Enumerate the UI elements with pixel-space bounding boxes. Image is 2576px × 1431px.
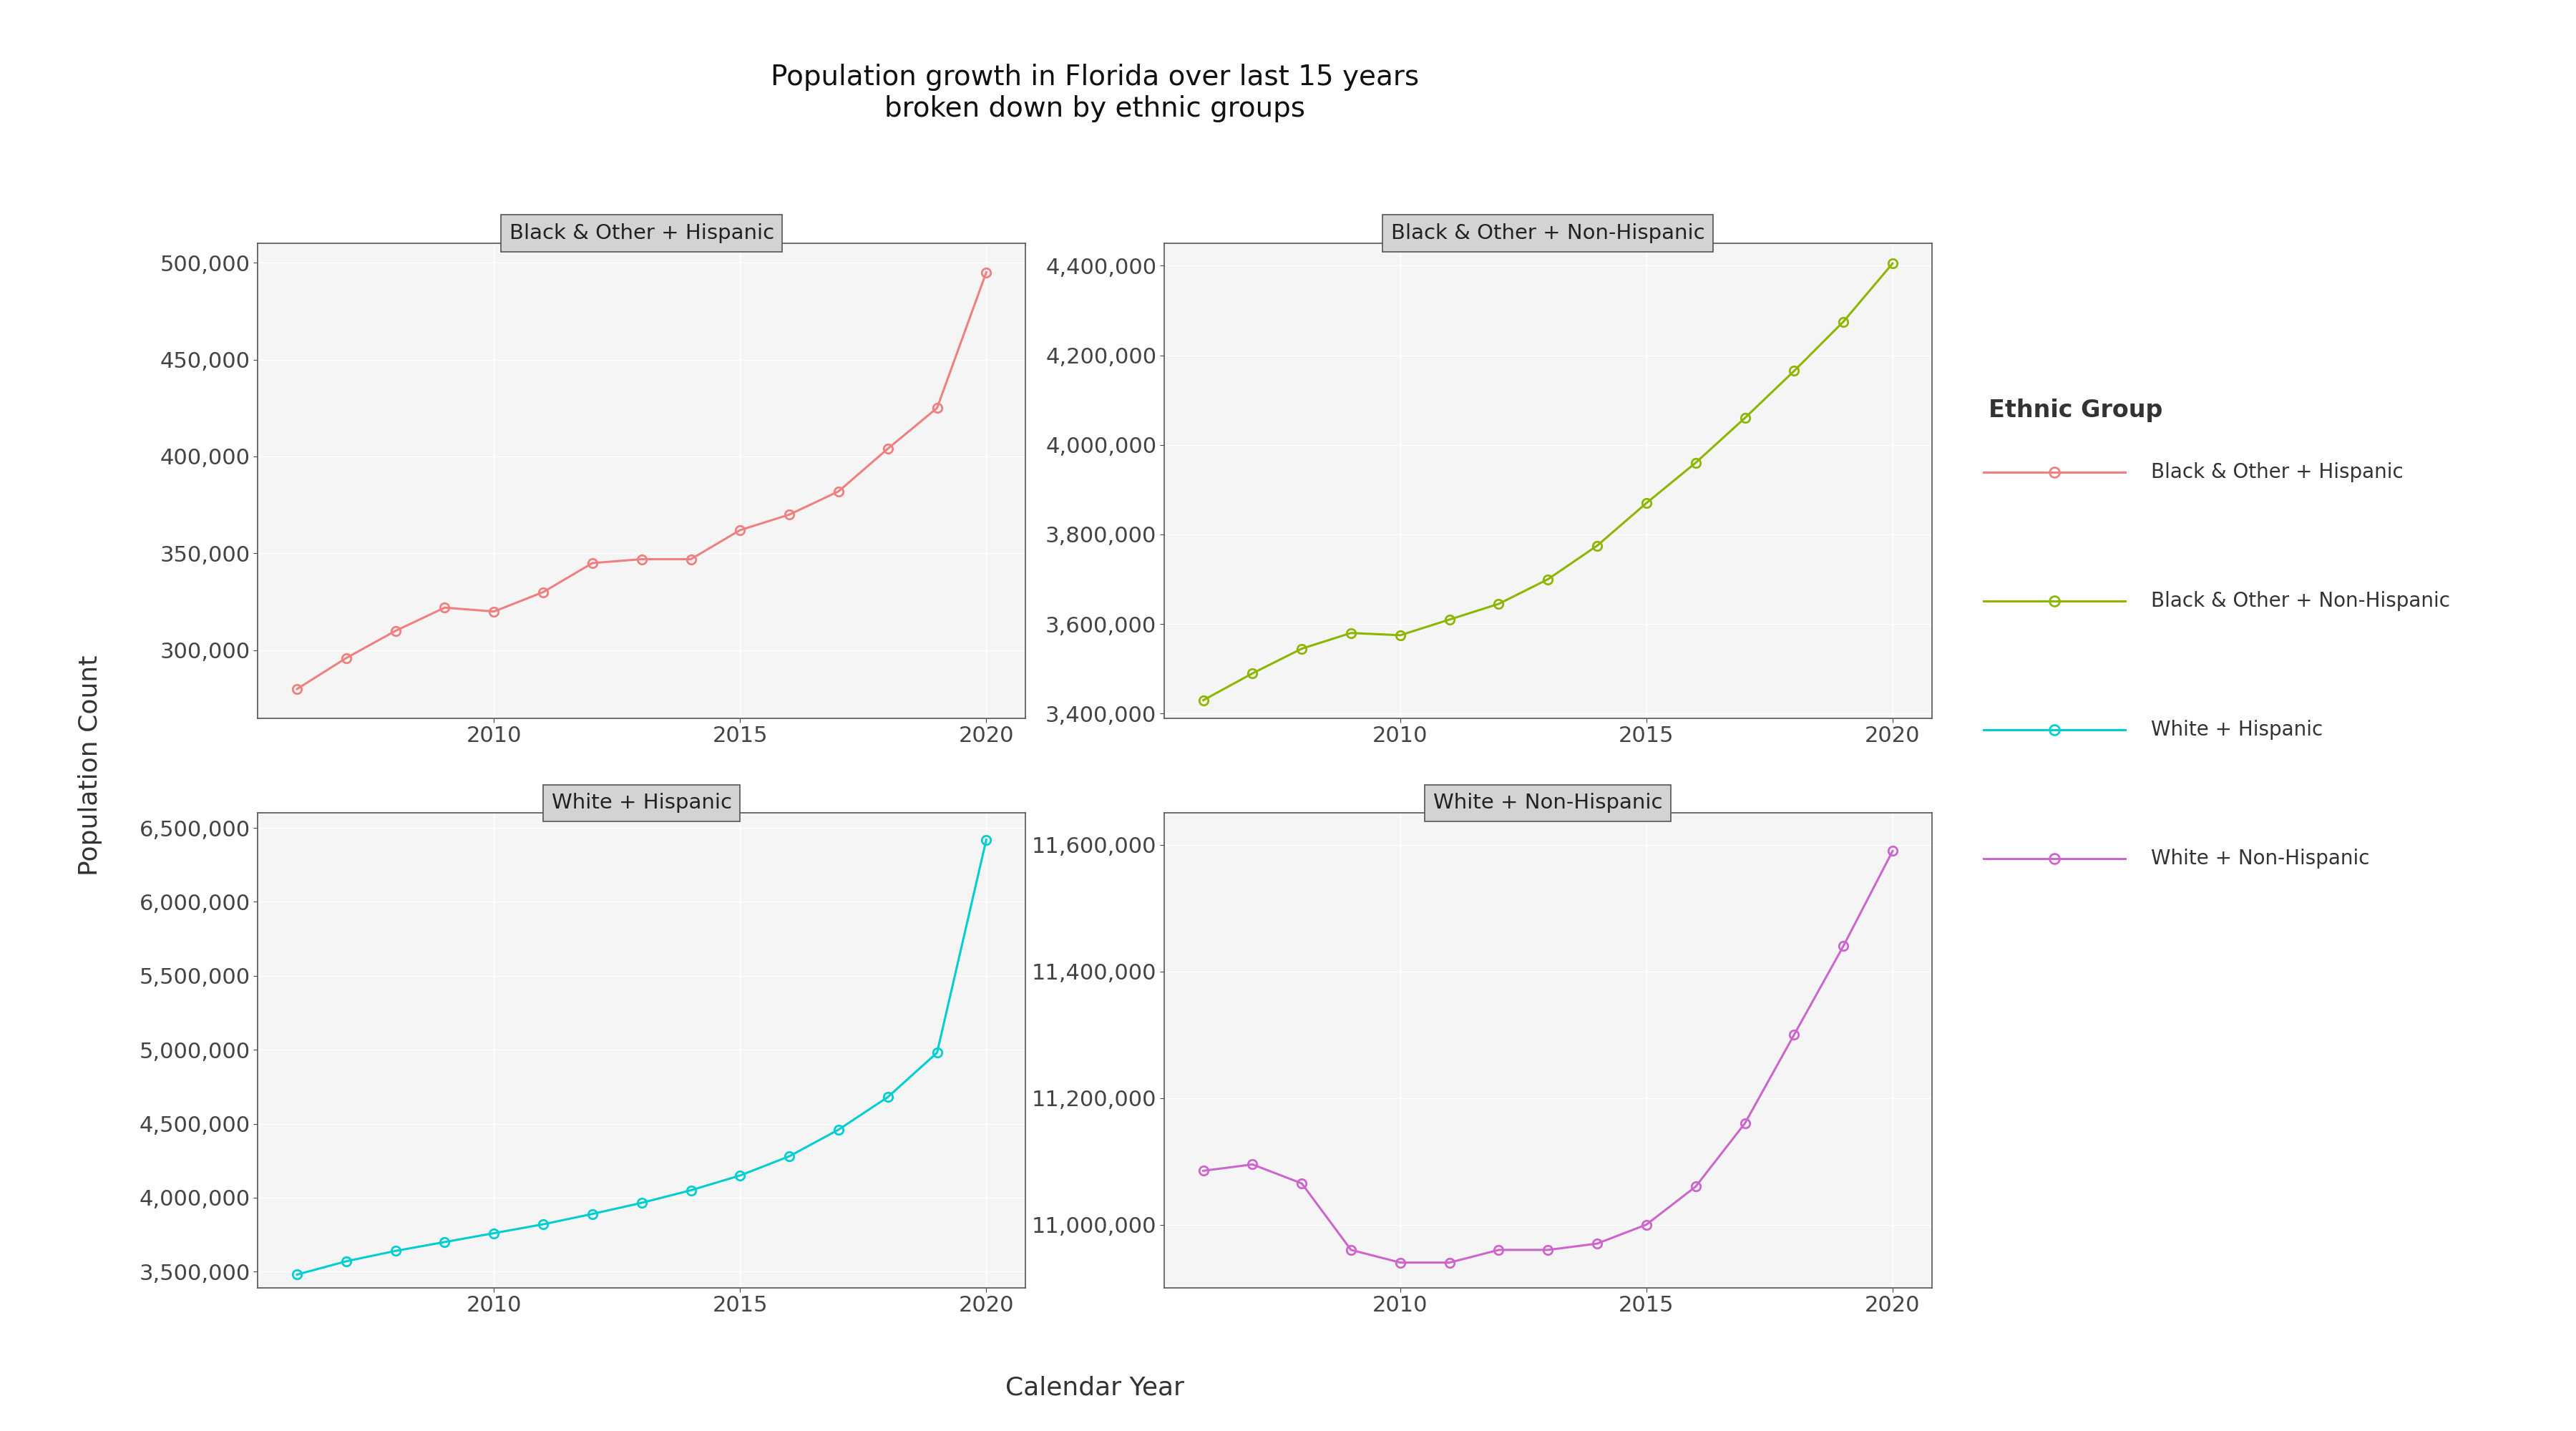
Title: Black & Other + Non-Hispanic: Black & Other + Non-Hispanic [1391,223,1705,243]
Text: Population growth in Florida over last 15 years
broken down by ethnic groups: Population growth in Florida over last 1… [770,63,1419,123]
Text: Black & Other + Non-Hispanic: Black & Other + Non-Hispanic [2151,591,2450,611]
Title: White + Non-Hispanic: White + Non-Hispanic [1432,793,1662,813]
Text: White + Non-Hispanic: White + Non-Hispanic [2151,849,2370,869]
Title: White + Hispanic: White + Hispanic [551,793,732,813]
Text: Calendar Year: Calendar Year [1005,1377,1185,1400]
Text: White + Hispanic: White + Hispanic [2151,720,2324,740]
Text: Population Count: Population Count [77,655,103,876]
Text: Ethnic Group: Ethnic Group [1989,398,2164,422]
Title: Black & Other + Hispanic: Black & Other + Hispanic [510,223,773,243]
Text: Black & Other + Hispanic: Black & Other + Hispanic [2151,462,2403,482]
